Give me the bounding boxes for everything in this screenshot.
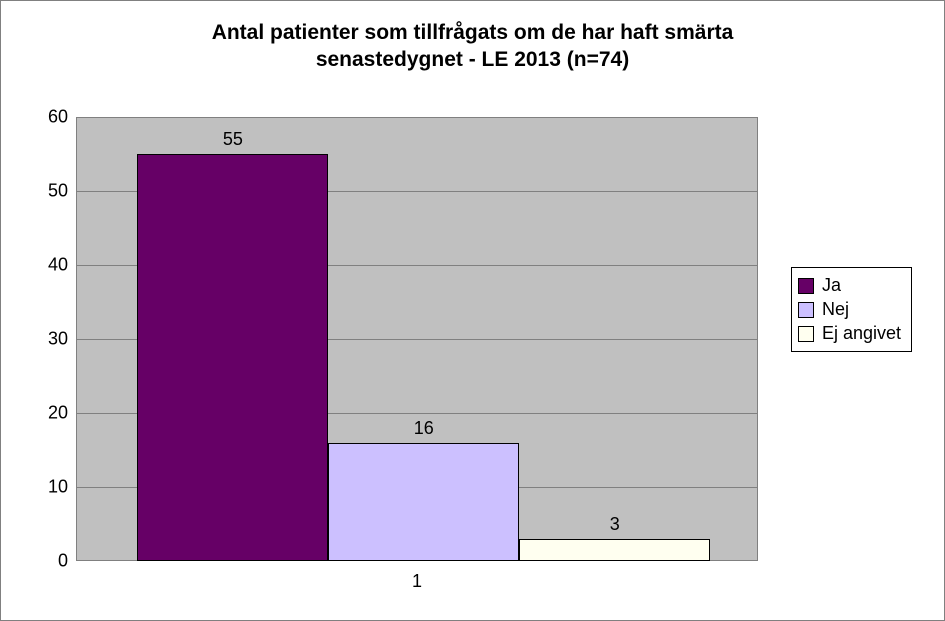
y-tick-label: 20 [48, 403, 76, 424]
legend-swatch [798, 302, 814, 318]
legend-label: Ja [822, 275, 841, 296]
bar-ja: 55 [137, 154, 328, 561]
legend-item: Ej angivet [798, 323, 901, 344]
y-tick-label: 40 [48, 255, 76, 276]
y-tick-label: 30 [48, 329, 76, 350]
bar-nej: 16 [328, 443, 519, 561]
y-tick-label: 50 [48, 181, 76, 202]
y-tick-label: 60 [48, 107, 76, 128]
x-axis-label: 1 [76, 561, 758, 592]
legend-label: Nej [822, 299, 849, 320]
chart-title-line2: senastedygnet - LE 2013 (n=74) [1, 46, 944, 73]
legend-item: Nej [798, 299, 901, 320]
bar-value-label: 16 [329, 418, 518, 439]
legend-swatch [798, 326, 814, 342]
bar-ej-angivet: 3 [519, 539, 710, 561]
chart-container: Antal patienter som tillfrågats om de ha… [0, 0, 945, 621]
chart-title-line1: Antal patienter som tillfrågats om de ha… [1, 19, 944, 46]
legend: Ja Nej Ej angivet [791, 267, 912, 352]
bar-value-label: 3 [520, 514, 709, 535]
legend-label: Ej angivet [822, 323, 901, 344]
y-tick-label: 10 [48, 477, 76, 498]
bar-value-label: 55 [138, 129, 327, 150]
y-tick-label: 0 [58, 551, 76, 572]
legend-item: Ja [798, 275, 901, 296]
legend-swatch [798, 278, 814, 294]
plot-frame: 1 010203040506055163 [76, 117, 758, 561]
chart-title: Antal patienter som tillfrågats om de ha… [1, 1, 944, 74]
